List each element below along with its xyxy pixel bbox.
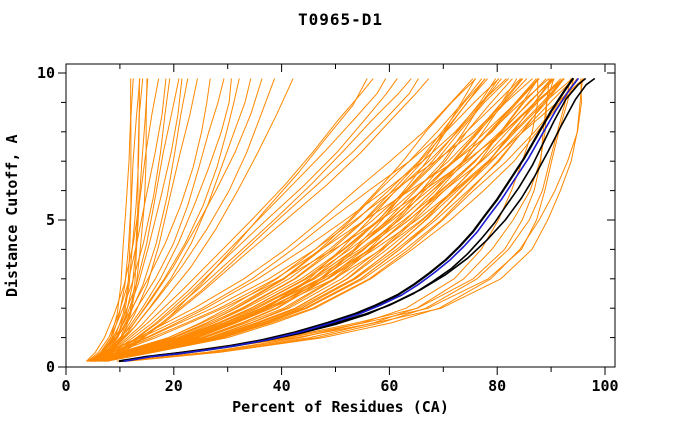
ensemble-curve [123,78,550,362]
ensemble-curve [87,78,507,362]
outlier-curve [89,78,171,362]
ensemble-curve [91,78,482,362]
ensemble-curve [90,78,564,362]
x-tick-label: 60 [380,377,398,395]
y-tick-label: 0 [46,358,55,376]
ensemble-curve [106,78,584,362]
outlier-curve [98,78,275,362]
outlier-curve [89,78,211,362]
x-tick-label: 100 [591,377,618,395]
highlight-curve [123,78,579,362]
outlier-curve [95,78,263,362]
outlier-curve [99,78,294,362]
outlier-curve [104,78,419,362]
x-tick-label: 0 [61,377,70,395]
x-tick-label: 20 [165,377,183,395]
outlier-curve [102,78,398,362]
outlier-curve [95,78,252,362]
outlier-curve [94,78,198,362]
x-tick-label: 40 [273,377,291,395]
y-tick-label: 10 [37,64,55,82]
y-axis-label: Distance Cutoff, A [3,134,21,297]
ensemble-curve [120,78,583,362]
ensemble-curve [100,78,496,362]
plot-frame-and-ticks: 0 20 40 60 80 100 0 5 10 [37,63,619,395]
ensemble-curve [99,78,499,362]
ensemble-curve [88,78,540,362]
outlier-curve [100,78,386,362]
ensemble-curves [86,78,584,362]
ensemble-curve [91,78,500,362]
highlighted-model [123,78,579,362]
ensemble-curve [89,78,528,362]
outlier-curve [86,78,160,362]
x-tick-label: 80 [488,377,506,395]
outlier-curve [103,78,412,362]
ensemble-curve [102,78,518,362]
ensemble-curve [122,78,539,362]
outlier-curve [94,78,240,362]
ensemble-curve [92,78,522,362]
ensemble-curve [91,78,502,362]
outlier-curve [91,78,225,362]
x-axis-label: Percent of Residues (CA) [232,398,449,416]
ensemble-curve [106,78,578,362]
outlier-curve [93,78,189,362]
outlier-curve [99,78,374,362]
chart-title: T0965-D1 [297,10,384,29]
ensemble-curve [104,78,553,362]
outlier-curve [90,78,180,362]
outlier-curve [106,78,429,362]
y-tick-label: 5 [46,211,55,229]
outlier-curve [87,78,167,362]
